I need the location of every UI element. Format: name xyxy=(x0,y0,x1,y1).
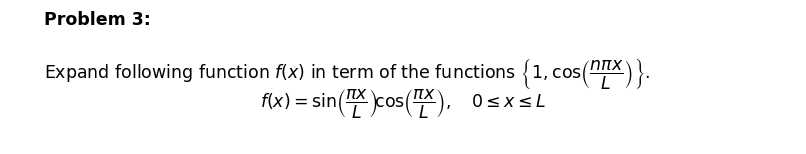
Text: Problem 3:: Problem 3: xyxy=(44,11,152,29)
Text: $f(x) = \sin\!\left(\dfrac{\pi x}{L}\right)\!\cos\!\left(\dfrac{\pi x}{L}\right): $f(x) = \sin\!\left(\dfrac{\pi x}{L}\rig… xyxy=(260,87,546,120)
Text: Expand following function $f(x)$ in term of the functions $\left\{1,\cos\!\left(: Expand following function $f(x)$ in term… xyxy=(44,57,650,91)
